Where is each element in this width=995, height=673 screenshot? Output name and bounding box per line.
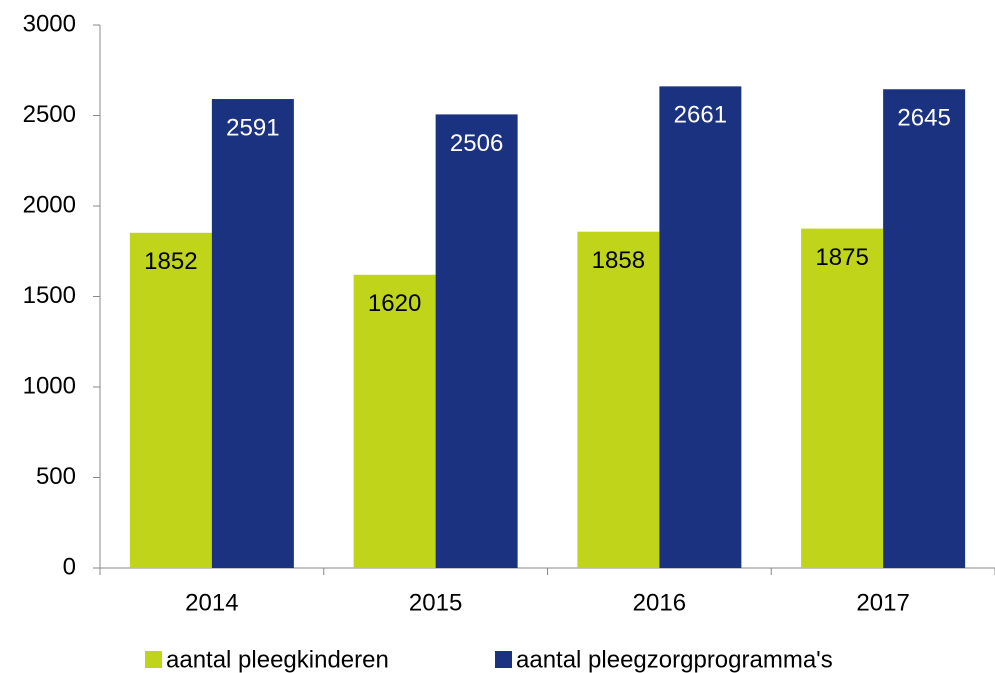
legend-swatch [495,651,512,668]
bar [211,99,294,569]
value-label: 2645 [897,105,950,132]
x-tick-label: 2014 [185,589,238,616]
y-tick-label: 2000 [23,191,76,218]
bar [353,274,436,568]
value-label: 2506 [450,130,503,157]
value-label: 1620 [368,290,421,317]
value-label: 2661 [674,102,727,129]
value-label: 2591 [226,114,279,141]
legend-swatch [145,651,162,668]
bar [801,228,884,568]
bar [659,86,742,568]
bar [129,232,212,568]
legend-label: aantal pleegzorgprogramma's [516,646,833,673]
value-label: 1858 [592,247,645,274]
legend-label: aantal pleegkinderen [166,646,389,673]
y-tick-label: 2500 [23,101,76,128]
x-tick-label: 2016 [633,589,686,616]
value-label: 1875 [815,244,868,271]
bar [883,89,966,568]
y-tick-label: 3000 [23,10,76,37]
y-tick-label: 1500 [23,282,76,309]
y-tick-label: 1000 [23,372,76,399]
bar [435,114,518,568]
bar [577,231,660,568]
x-tick-label: 2017 [856,589,909,616]
y-tick-label: 0 [63,553,76,580]
x-tick-label: 2015 [409,589,462,616]
y-tick-label: 500 [36,463,76,490]
value-label: 1852 [144,248,197,275]
